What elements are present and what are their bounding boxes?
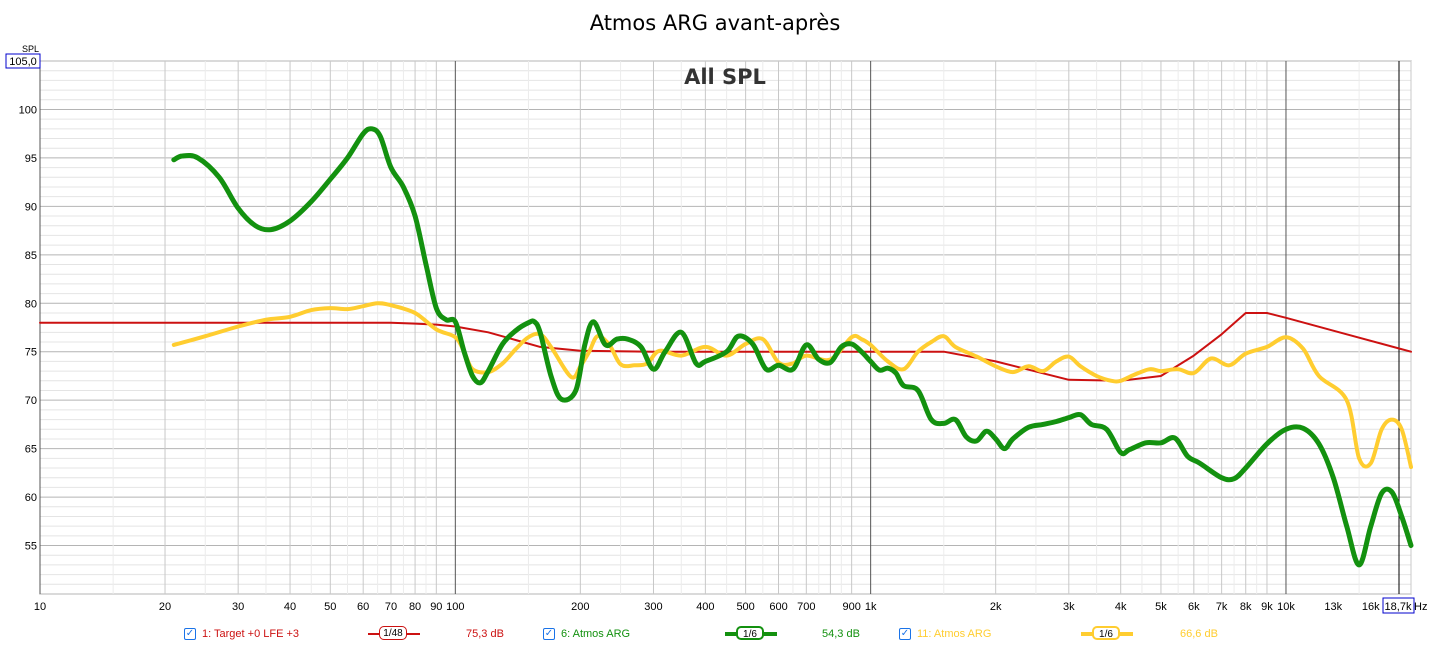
x-tick-label: 200 xyxy=(571,601,589,613)
x-tick-label: 500 xyxy=(736,601,754,613)
checkbox-icon[interactable]: ✓ xyxy=(543,628,555,640)
y-tick-label: 100 xyxy=(19,104,37,116)
y-tick-label: 80 xyxy=(25,298,37,310)
x-tick-label: 70 xyxy=(385,601,397,613)
y-top-value-box[interactable] xyxy=(5,53,41,69)
x-tick-label: 6k xyxy=(1188,601,1200,613)
legend-label: 11: Atmos ARG xyxy=(917,628,992,640)
x-tick-label: 5k xyxy=(1155,601,1167,613)
x-axis-ticks: 10 20 30 40 50 60 70 80 90 100 200 300 400 500 600 700 9… xyxy=(34,601,1380,613)
legend: ✓ 1: Target +0 LFE +3 1/48 75,3 dB ✓ 6: … xyxy=(0,625,1431,643)
legend-value: 66,6 dB xyxy=(1180,628,1218,640)
x-tick-label: 900 xyxy=(842,601,860,613)
x-tick-label: 100 xyxy=(446,601,464,613)
x-tick-label: 3k xyxy=(1063,601,1075,613)
x-end-value-box[interactable] xyxy=(1382,597,1415,614)
x-tick-label: 80 xyxy=(409,601,421,613)
x-tick-label: 20 xyxy=(159,601,171,613)
y-tick-label: 75 xyxy=(25,347,37,359)
y-tick-label: 85 xyxy=(25,250,37,262)
checkbox-icon[interactable]: ✓ xyxy=(899,628,911,640)
x-tick-label: 1k xyxy=(865,601,877,613)
x-tick-label: 60 xyxy=(357,601,369,613)
x-tick-label: 9k xyxy=(1261,601,1273,613)
smoothing-label: 1/48 xyxy=(379,626,407,640)
x-tick-label: 10k xyxy=(1277,601,1295,613)
x-tick-label: 400 xyxy=(696,601,714,613)
y-axis-ticks: 55 60 65 70 75 80 85 90 95 100 xyxy=(19,104,37,552)
series-line-1 xyxy=(171,126,1414,568)
x-tick-label: 700 xyxy=(797,601,815,613)
x-tick-label: 10 xyxy=(34,601,46,613)
y-tick-label: 70 xyxy=(25,395,37,407)
legend-item-target[interactable]: ✓ 1: Target +0 LFE +3 xyxy=(184,625,299,643)
legend-value: 75,3 dB xyxy=(466,628,504,640)
y-top-value: 105,0 xyxy=(9,56,37,68)
x-tick-label: 7k xyxy=(1216,601,1228,613)
x-end-value: 18,7k xyxy=(1385,601,1412,613)
legend-label: 6: Atmos ARG xyxy=(561,628,631,640)
y-tick-label: 65 xyxy=(25,444,37,456)
x-tick-label: 40 xyxy=(284,601,296,613)
x-tick-label: 50 xyxy=(324,601,336,613)
series-layer xyxy=(39,126,1414,568)
checkbox-icon[interactable]: ✓ xyxy=(184,628,196,640)
x-axis-unit: Hz xyxy=(1414,601,1427,613)
smoothing-label: 1/6 xyxy=(736,626,764,640)
y-tick-label: 55 xyxy=(25,541,37,553)
x-tick-label: 13k xyxy=(1324,601,1342,613)
plot-inner-title: All SPL xyxy=(684,65,766,89)
legend-label: 1: Target +0 LFE +3 xyxy=(202,628,300,640)
legend-value: 54,3 dB xyxy=(822,628,860,640)
x-tick-label: 2k xyxy=(990,601,1002,613)
legend-item-atmos-arg-green[interactable]: ✓ 6: Atmos ARG xyxy=(543,625,630,643)
x-tick-label: 300 xyxy=(644,601,662,613)
x-tick-label: 16k xyxy=(1362,601,1380,613)
chart-grid xyxy=(39,60,1412,595)
series-line-0 xyxy=(39,312,1412,382)
smoothing-label: 1/6 xyxy=(1092,626,1120,640)
x-tick-label: 8k xyxy=(1240,601,1252,613)
x-tick-label: 30 xyxy=(232,601,244,613)
y-tick-label: 60 xyxy=(25,492,37,504)
y-tick-label: 90 xyxy=(25,201,37,213)
legend-item-atmos-arg-yellow[interactable]: ✓ 11: Atmos ARG xyxy=(899,625,991,643)
x-tick-label: 90 xyxy=(430,601,442,613)
y-tick-label: 95 xyxy=(25,153,37,165)
x-tick-label: 4k xyxy=(1115,601,1127,613)
x-tick-label: 600 xyxy=(769,601,787,613)
plot-area xyxy=(39,60,1412,595)
chart-title: Atmos ARG avant-après xyxy=(590,11,841,35)
y-axis-unit: SPL xyxy=(22,44,39,54)
